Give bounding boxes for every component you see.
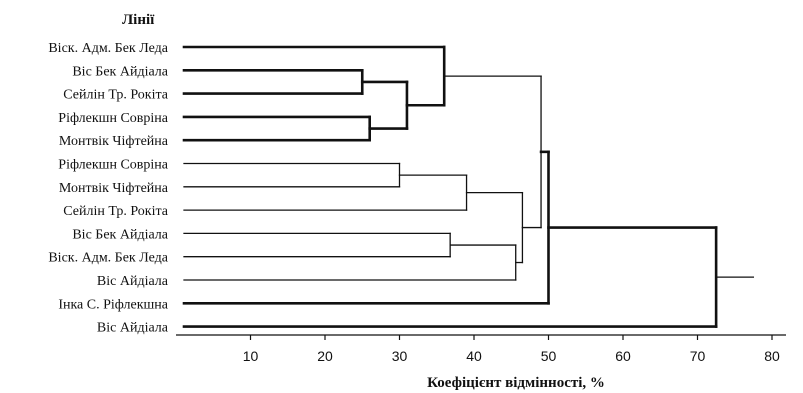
leaf-label: Віс Бек Айдіала bbox=[72, 64, 168, 79]
leaf-label: Віс Айдіала bbox=[97, 321, 169, 336]
leaf-label: Ріфлекшн Совріна bbox=[58, 158, 169, 173]
leaf-label: Інка С. Ріфлекшна bbox=[58, 297, 168, 312]
x-tick-label: 60 bbox=[615, 348, 631, 364]
x-tick-label: 50 bbox=[541, 348, 557, 364]
leaf-label: Віс Бек Айдіала bbox=[72, 227, 168, 242]
x-tick-label: 10 bbox=[243, 348, 259, 364]
dendrogram-branches bbox=[182, 45, 755, 328]
x-tick-label: 40 bbox=[466, 348, 482, 364]
x-tick-label: 30 bbox=[392, 348, 408, 364]
x-axis-label: Коефіцієнт відмінності, % bbox=[427, 375, 605, 391]
leaf-label: Ріфлекшн Совріна bbox=[58, 111, 169, 126]
leaf-label: Віск. Адм. Бек Леда bbox=[48, 41, 168, 56]
x-axis: 10 20 30 40 50 60 70 80 bbox=[176, 334, 786, 364]
leaf-label: Віск. Адм. Бек Леда bbox=[48, 251, 168, 266]
x-tick-label: 20 bbox=[317, 348, 333, 364]
leaf-labels: Віск. Адм. Бек Леда Віс Бек Айдіала Сейлін… bbox=[48, 41, 168, 336]
leaf-label: Сейлін Тр. Рокіта bbox=[63, 204, 169, 219]
x-tick-label: 80 bbox=[764, 348, 780, 364]
leaves-header: Лінії bbox=[122, 12, 155, 28]
leaf-label: Віс Айдіала bbox=[97, 274, 169, 289]
leaf-label: Сейлін Тр. Рокіта bbox=[63, 88, 169, 103]
leaf-label: Монтвік Чіфтейна bbox=[59, 181, 169, 196]
x-tick-label: 70 bbox=[690, 348, 706, 364]
leaf-label: Монтвік Чіфтейна bbox=[59, 134, 169, 149]
